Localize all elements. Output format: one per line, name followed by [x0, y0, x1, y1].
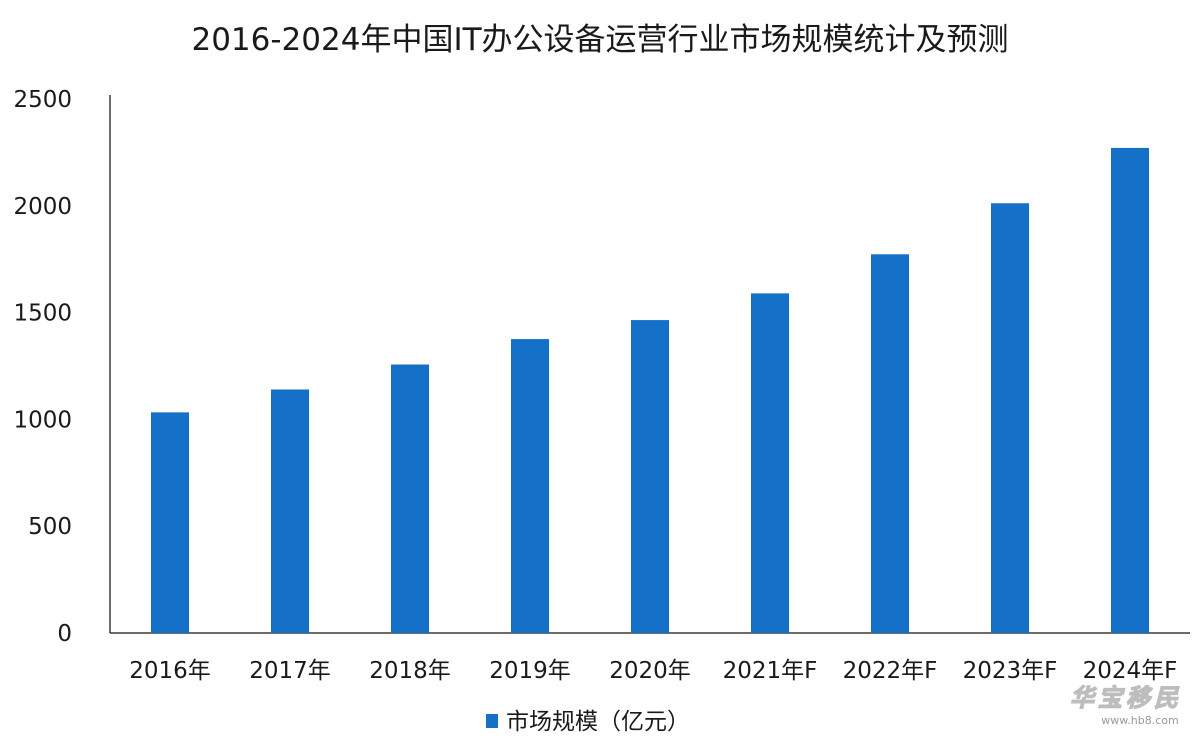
x-tick-label: 2022年F — [843, 658, 938, 684]
bar — [991, 203, 1029, 633]
bar — [391, 364, 429, 633]
x-tick-label: 2016年 — [129, 658, 211, 684]
x-tick-label: 2021年F — [723, 658, 818, 684]
bar — [631, 320, 669, 633]
y-axis: 0 500 1000 1500 2000 2500 — [13, 87, 111, 647]
bar — [751, 293, 789, 633]
y-tick-label: 2000 — [13, 194, 72, 220]
x-tick-label: 2017年 — [249, 658, 331, 684]
x-axis: 2016年 2017年 2018年 2019年 2020年 2021年F 2022年F 202… — [110, 632, 1190, 684]
y-tick-label: 0 — [57, 621, 72, 647]
watermark-logo: 华宝移民 www.hb8.com — [1069, 682, 1182, 727]
watermark-url: www.hb8.com — [1101, 714, 1178, 727]
legend-label: 市场规模（亿元） — [506, 709, 690, 735]
bars — [151, 147, 1149, 633]
chart-title: 2016-2024年中国IT办公设备运营行业市场规模统计及预测 — [191, 22, 1008, 58]
y-tick-label: 1000 — [13, 407, 72, 433]
bar — [1111, 147, 1149, 633]
y-tick-label: 2500 — [13, 87, 72, 113]
bar — [511, 339, 549, 633]
x-tick-label: 2024年F — [1083, 658, 1178, 684]
x-tick-label: 2023年F — [963, 658, 1058, 684]
y-tick-label: 500 — [28, 514, 72, 540]
legend: 市场规模（亿元） — [486, 709, 690, 735]
legend-swatch — [486, 714, 498, 728]
bar — [151, 412, 189, 633]
x-tick-label: 2020年 — [609, 658, 691, 684]
x-tick-label: 2018年 — [369, 658, 451, 684]
x-tick-label: 2019年 — [489, 658, 571, 684]
bar — [871, 254, 909, 633]
watermark-text: 华宝移民 — [1070, 683, 1182, 712]
bar — [271, 389, 309, 633]
y-tick-label: 1500 — [13, 301, 72, 327]
